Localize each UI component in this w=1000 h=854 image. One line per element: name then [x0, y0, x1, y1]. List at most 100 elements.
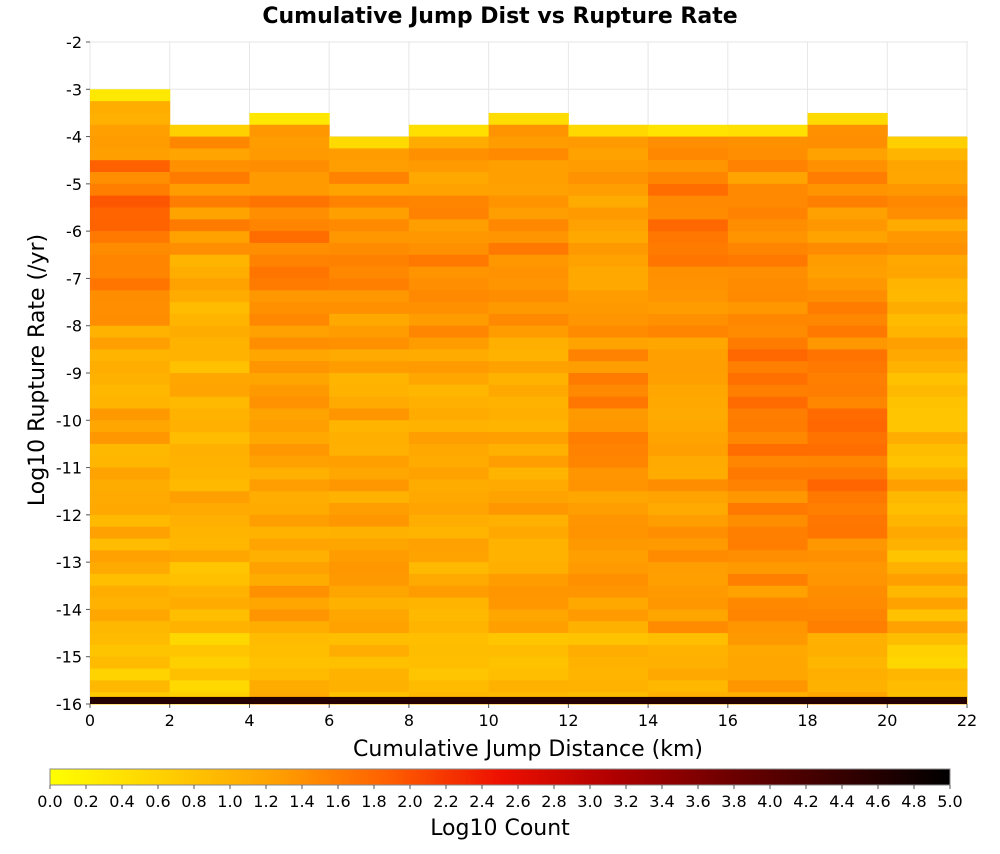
heatmap-cell	[488, 266, 569, 279]
heatmap-cell	[90, 514, 171, 528]
heatmap-cell	[169, 136, 250, 149]
colorbar-tick-label: 4.4	[829, 792, 854, 811]
heatmap-cell	[887, 609, 968, 622]
heatmap-cell	[568, 609, 649, 622]
heatmap-cell	[568, 313, 649, 327]
heatmap-cell	[408, 538, 490, 551]
heatmap-cell	[249, 408, 330, 421]
heatmap-cell	[488, 514, 569, 528]
heatmap-cell	[807, 183, 888, 197]
heatmap-cell	[887, 207, 968, 220]
y-tick-label: -14	[56, 600, 82, 619]
heatmap-cell	[727, 148, 809, 161]
heatmap-cell	[727, 609, 809, 622]
heatmap-cell	[488, 195, 569, 208]
heatmap-cell	[727, 633, 809, 646]
heatmap-cell	[648, 349, 729, 362]
heatmap-cell	[887, 467, 968, 480]
heatmap-cell	[727, 266, 809, 279]
colorbar-tick-label: 2.8	[541, 792, 566, 811]
heatmap-cell	[807, 242, 888, 256]
heatmap-cell	[249, 266, 330, 279]
y-tick-label: -3	[66, 80, 82, 99]
heatmap-cell	[408, 455, 490, 469]
heatmap-cell	[727, 644, 809, 658]
heatmap-cell	[488, 609, 569, 622]
heatmap-cell	[648, 609, 729, 622]
heatmap-cell	[568, 302, 649, 315]
y-tick-label: -7	[66, 269, 82, 288]
heatmap-cell	[249, 644, 330, 658]
x-tick-label: 18	[797, 711, 817, 730]
heatmap-cell	[329, 455, 410, 469]
y-tick-label: -2	[66, 33, 82, 52]
heatmap-cell	[249, 290, 330, 303]
heatmap-cell	[807, 207, 888, 220]
heatmap-cell	[648, 183, 729, 197]
heatmap-cell	[249, 621, 330, 634]
heatmap-cell	[807, 432, 888, 445]
heatmap-cell	[648, 207, 729, 220]
heatmap-cell	[648, 491, 729, 504]
colorbar-tick-label: 4.8	[901, 792, 926, 811]
heatmap-cell	[568, 207, 649, 220]
heatmap-cell	[249, 302, 330, 315]
heatmap-cell	[408, 668, 490, 681]
heatmap-cell	[329, 266, 410, 279]
heatmap-cell	[807, 455, 888, 469]
heatmap-cell	[568, 668, 649, 681]
heatmap-cell	[887, 526, 968, 539]
heatmap-cell	[807, 633, 888, 646]
heatmap-cell	[329, 172, 410, 185]
heatmap-cell	[807, 290, 888, 303]
heatmap-cell	[488, 432, 569, 445]
heatmap-cell	[169, 621, 250, 634]
x-tick-label: 8	[404, 711, 414, 730]
heatmap-cell	[90, 384, 171, 398]
heatmap-cell	[329, 373, 410, 386]
heatmap-cell	[488, 479, 569, 492]
heatmap-cell	[887, 503, 968, 516]
heatmap-cell	[90, 101, 171, 114]
heatmap-cell	[807, 668, 888, 681]
heatmap-cell	[90, 455, 171, 469]
heatmap-cell	[648, 278, 729, 291]
heatmap-cell	[568, 455, 649, 469]
heatmap-cell	[648, 597, 729, 610]
heatmap-cell	[648, 313, 729, 327]
heatmap-cell	[90, 266, 171, 279]
heatmap-cell	[568, 514, 649, 528]
heatmap-cell	[90, 609, 171, 622]
heatmap-cell	[169, 172, 250, 185]
heatmap-cell	[408, 514, 490, 528]
heatmap-cell	[568, 562, 649, 575]
heatmap-cell	[648, 538, 729, 551]
heatmap-cell	[90, 136, 171, 149]
heatmap-cell	[807, 503, 888, 516]
heatmap-cell	[90, 313, 171, 327]
heatmap-cell	[169, 219, 250, 232]
heatmap-cell	[807, 219, 888, 232]
heatmap-cell	[408, 573, 490, 587]
heatmap-cell	[249, 656, 330, 670]
heatmap-cell	[169, 491, 250, 504]
colorbar-label: Log10 Count	[430, 816, 570, 841]
heatmap-cell	[807, 231, 888, 244]
y-tick-label: -13	[56, 553, 82, 572]
heatmap-cell	[169, 562, 250, 575]
heatmap-cell	[408, 503, 490, 516]
heatmap-cell	[329, 656, 410, 670]
y-tick-label: -4	[66, 128, 82, 147]
heatmap-cell	[90, 597, 171, 610]
heatmap-cell	[249, 172, 330, 185]
heatmap-cell	[169, 195, 250, 208]
heatmap-cell	[90, 349, 171, 362]
heatmap-cell	[887, 302, 968, 315]
heatmap-cell	[249, 325, 330, 339]
heatmap-cell	[408, 633, 490, 646]
heatmap-cell	[169, 656, 250, 670]
heatmap-cell	[887, 254, 968, 268]
x-axis-label: Cumulative Jump Distance (km)	[353, 737, 703, 762]
heatmap-cell	[807, 562, 888, 575]
